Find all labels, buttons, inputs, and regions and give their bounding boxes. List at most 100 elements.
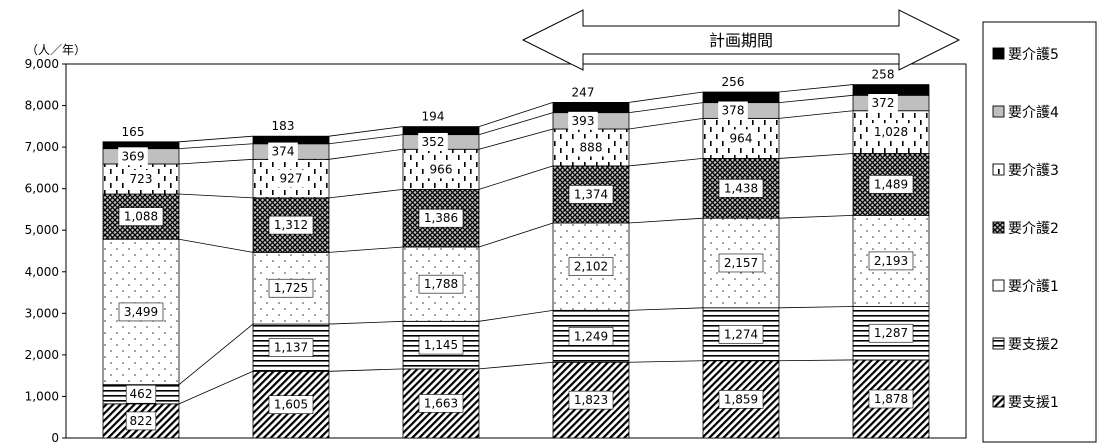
series-connector — [628, 158, 704, 167]
bar-segment — [552, 101, 630, 114]
data-label-box — [869, 123, 913, 142]
series-connector — [778, 153, 854, 159]
data-label-box — [125, 411, 157, 431]
series-connector — [178, 370, 254, 405]
data-label-box — [568, 185, 614, 204]
series-connector — [478, 361, 554, 370]
data-label-box — [426, 160, 456, 179]
legend-label: 要介護5 — [1008, 47, 1059, 63]
bar-segment — [702, 117, 780, 159]
data-label: 393 — [572, 114, 595, 128]
data-label-box — [868, 323, 914, 343]
series-connector — [328, 320, 404, 325]
legend-swatch — [992, 163, 1005, 176]
series-connector — [628, 217, 704, 224]
data-label-box — [718, 101, 748, 120]
data-label-box — [718, 253, 764, 273]
series-connector — [478, 128, 554, 150]
data-label: 964 — [730, 131, 753, 145]
data-label-box — [868, 175, 914, 194]
data-label: 1,878 — [874, 392, 908, 406]
data-label-box — [118, 302, 164, 322]
data-label-box — [726, 129, 756, 148]
data-label: 1,374 — [574, 187, 608, 201]
data-label: 1,823 — [574, 393, 608, 407]
data-label: 888 — [580, 140, 603, 154]
data-label: 194 — [422, 110, 445, 124]
data-label: 1,663 — [424, 396, 458, 410]
data-label: 1,725 — [274, 281, 308, 295]
data-label: 462 — [130, 387, 153, 401]
planning-period-arrow — [521, 9, 961, 71]
y-tick-label: 1,000 — [25, 389, 59, 403]
legend-label: 要介護3 — [1008, 163, 1059, 179]
data-label-box — [568, 257, 614, 276]
y-tick-label: 3,000 — [25, 306, 59, 320]
data-label: 374 — [272, 145, 295, 159]
y-tick-label: 2,000 — [25, 348, 59, 362]
data-label: 2,102 — [574, 260, 608, 274]
data-label-box — [268, 215, 314, 235]
data-label: 378 — [722, 104, 745, 118]
data-label: 1,788 — [424, 277, 458, 291]
series-connector — [328, 368, 404, 372]
y-tick-label: 6,000 — [25, 182, 59, 196]
series-connector — [778, 214, 854, 219]
data-label: 1,287 — [874, 326, 908, 340]
data-label: 1,386 — [424, 211, 458, 225]
series-connector — [628, 91, 704, 103]
series-connector — [328, 189, 404, 199]
series-connector — [178, 238, 254, 253]
series-connector — [328, 134, 404, 145]
data-label: 3,499 — [124, 305, 158, 319]
data-label: 1,438 — [724, 181, 758, 195]
data-label-box — [418, 274, 464, 294]
series-connector — [178, 158, 254, 165]
data-label-box — [576, 138, 606, 157]
legend-swatch — [992, 105, 1005, 118]
data-label: 1,137 — [274, 341, 308, 355]
legend-swatch — [992, 337, 1005, 350]
y-tick-label: 8,000 — [25, 99, 59, 113]
data-label: 2,157 — [724, 256, 758, 270]
legend-swatch — [992, 395, 1005, 408]
series-connector — [328, 126, 404, 137]
plot-area — [65, 63, 967, 439]
data-label-box — [268, 338, 314, 357]
y-tick-label: 4,000 — [25, 265, 59, 279]
data-label-box — [868, 389, 914, 409]
legend-swatch — [992, 279, 1005, 292]
data-label: 1,312 — [274, 218, 308, 232]
data-label-box — [268, 278, 314, 298]
series-connector — [778, 84, 854, 93]
data-label: 1,274 — [724, 327, 758, 341]
data-label-box — [568, 390, 614, 410]
series-connector — [328, 246, 404, 253]
data-label-box — [268, 395, 314, 414]
data-label-box — [418, 335, 464, 355]
data-label-box — [868, 94, 898, 113]
legend-label: 要支援2 — [1008, 337, 1059, 353]
data-label: 2,193 — [874, 254, 908, 268]
data-label-box — [118, 207, 164, 226]
data-label-box — [568, 111, 598, 130]
data-label: 966 — [430, 162, 453, 176]
series-connector — [478, 112, 554, 136]
series-connector — [478, 102, 554, 127]
data-label-box — [118, 147, 148, 166]
data-label-box — [868, 251, 914, 271]
data-label-box — [276, 169, 306, 188]
data-label-box — [125, 384, 157, 404]
series-connector — [478, 309, 554, 322]
data-label: 352 — [422, 135, 445, 149]
series-connector — [178, 323, 254, 385]
data-label-box — [718, 324, 764, 344]
data-label: 247 — [572, 85, 595, 99]
series-connector — [778, 110, 854, 119]
series-connector — [478, 222, 554, 248]
series-connector — [628, 117, 704, 130]
legend-swatch — [992, 47, 1005, 60]
data-label: 372 — [872, 96, 895, 110]
data-label-box — [126, 170, 156, 189]
